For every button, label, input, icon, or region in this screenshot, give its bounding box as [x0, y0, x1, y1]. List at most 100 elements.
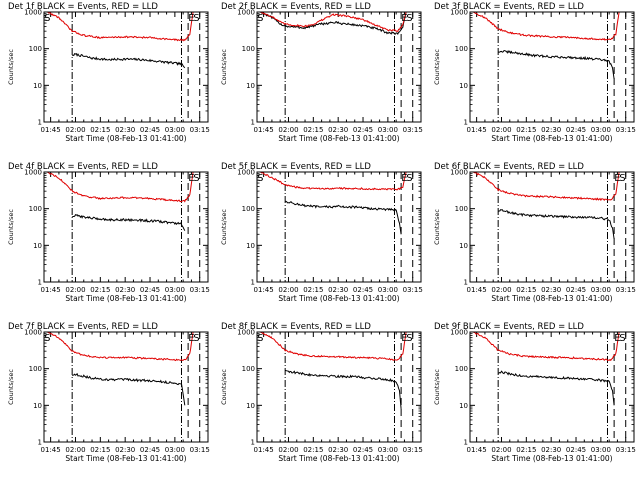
x-axis-label: Start Time (08-Feb-13 01:41:00)	[278, 454, 399, 463]
x-tick-label: 02:45	[140, 286, 160, 294]
y-tick-label: 100	[455, 45, 468, 53]
panel-title: Det 2f BLACK = Events, RED = LLD	[221, 2, 371, 12]
series-line-events	[285, 200, 402, 235]
plot-frame	[469, 11, 635, 123]
event-marker-label: S	[44, 333, 50, 344]
x-tick-label: 03:15	[190, 126, 210, 134]
event-marker-label: S	[257, 173, 263, 184]
series-line-lld	[47, 12, 194, 42]
x-tick-label: 03:00	[378, 446, 398, 454]
x-tick-label: 02:15	[516, 126, 536, 134]
y-tick-label: 100	[455, 205, 468, 213]
event-marker-label: S	[193, 333, 199, 344]
series-line-events	[260, 12, 407, 35]
plot-frame	[43, 171, 209, 283]
x-tick-label: 03:15	[190, 286, 210, 294]
event-marker-label: E	[401, 13, 407, 24]
x-axis-label: Start Time (08-Feb-13 01:41:00)	[278, 294, 399, 303]
y-axis-label: Counts/sec	[220, 209, 228, 245]
event-marker-label: S	[406, 13, 412, 24]
x-tick-label: 03:00	[591, 446, 611, 454]
panel-title: Det 8f BLACK = Events, RED = LLD	[221, 322, 371, 332]
series-line-lld	[260, 172, 407, 191]
y-tick-label: 1	[251, 439, 255, 447]
y-tick-label: 1	[38, 279, 42, 287]
plot-frame	[43, 11, 209, 123]
x-tick-label: 02:30	[328, 126, 348, 134]
event-marker-label: E	[188, 173, 194, 184]
y-tick-label: 1	[38, 439, 42, 447]
x-tick-label: 03:15	[616, 446, 636, 454]
panel-title: Det 4f BLACK = Events, RED = LLD	[8, 162, 158, 172]
x-tick-label: 01:45	[41, 446, 61, 454]
series-line-lld	[473, 12, 620, 41]
x-tick-label: 03:00	[165, 446, 185, 454]
panel-title: Det 9f BLACK = Events, RED = LLD	[434, 322, 584, 332]
y-tick-label: 100	[29, 205, 42, 213]
panel-title: Det 7f BLACK = Events, RED = LLD	[8, 322, 158, 332]
y-tick-label: 1000	[237, 169, 255, 177]
x-tick-label: 01:45	[41, 126, 61, 134]
x-axis-label: Start Time (08-Feb-13 01:41:00)	[65, 454, 186, 463]
x-tick-label: 02:00	[491, 286, 511, 294]
x-tick-label: 02:15	[303, 286, 323, 294]
x-tick-label: 02:45	[566, 126, 586, 134]
panel-8: Det 8f BLACK = Events, RED = LLD 1 10 100 10…	[220, 322, 423, 463]
x-tick-label: 02:00	[278, 446, 298, 454]
series-line-events	[498, 49, 615, 79]
y-tick-label: 100	[29, 365, 42, 373]
x-tick-label: 02:30	[115, 446, 135, 454]
series-line-lld	[260, 12, 407, 33]
series-line-lld	[473, 332, 620, 362]
x-tick-label: 03:15	[403, 286, 423, 294]
x-tick-label: 03:15	[403, 446, 423, 454]
y-axis-label: Counts/sec	[433, 49, 441, 85]
x-tick-label: 03:15	[616, 126, 636, 134]
y-axis-label: Counts/sec	[433, 209, 441, 245]
x-tick-label: 01:45	[467, 286, 487, 294]
y-tick-label: 1000	[237, 9, 255, 17]
x-tick-label: 03:00	[378, 286, 398, 294]
event-marker-label: S	[257, 333, 263, 344]
x-tick-label: 01:45	[467, 446, 487, 454]
y-tick-label: 10	[459, 242, 468, 250]
x-axis-label: Start Time (08-Feb-13 01:41:00)	[278, 134, 399, 143]
x-tick-label: 02:00	[65, 286, 85, 294]
x-tick-label: 01:45	[254, 446, 274, 454]
y-tick-label: 1000	[24, 9, 42, 17]
y-tick-label: 10	[459, 82, 468, 90]
event-marker-label: S	[193, 13, 199, 24]
event-marker-label: E	[401, 173, 407, 184]
x-tick-label: 03:15	[403, 126, 423, 134]
panel-4: Det 4f BLACK = Events, RED = LLD 1 10 100 10…	[7, 162, 210, 303]
plot-frame	[469, 331, 635, 443]
y-tick-label: 1	[38, 119, 42, 127]
y-axis-label: Counts/sec	[220, 369, 228, 405]
panel-6: Det 6f BLACK = Events, RED = LLD 1 10 100 10…	[433, 162, 636, 303]
x-tick-label: 02:00	[278, 286, 298, 294]
x-tick-label: 02:45	[140, 126, 160, 134]
x-tick-label: 03:00	[591, 286, 611, 294]
x-tick-label: 02:00	[491, 126, 511, 134]
x-tick-label: 02:00	[65, 446, 85, 454]
y-tick-label: 1	[251, 279, 255, 287]
y-tick-label: 1	[251, 119, 255, 127]
x-tick-label: 01:45	[254, 126, 274, 134]
y-tick-label: 100	[242, 205, 255, 213]
panel-9: Det 9f BLACK = Events, RED = LLD 1 10 100 10…	[433, 322, 636, 463]
event-marker-label: E	[188, 13, 194, 24]
series-line-events	[72, 213, 186, 231]
plot-frame	[469, 171, 635, 283]
series-line-events	[285, 369, 402, 409]
series-line-lld	[260, 332, 407, 361]
panel-5: Det 5f BLACK = Events, RED = LLD 1 10 100 10…	[220, 162, 423, 303]
x-tick-label: 02:30	[541, 126, 561, 134]
event-marker-label: S	[406, 333, 412, 344]
x-axis-label: Start Time (08-Feb-13 01:41:00)	[65, 134, 186, 143]
plot-frame	[256, 11, 422, 123]
x-tick-label: 02:45	[566, 286, 586, 294]
plot-frame	[43, 331, 209, 443]
panel-2: Det 2f BLACK = Events, RED = LLD 1 10 100 10…	[220, 2, 423, 143]
y-tick-label: 1000	[450, 329, 468, 337]
y-tick-label: 10	[459, 402, 468, 410]
